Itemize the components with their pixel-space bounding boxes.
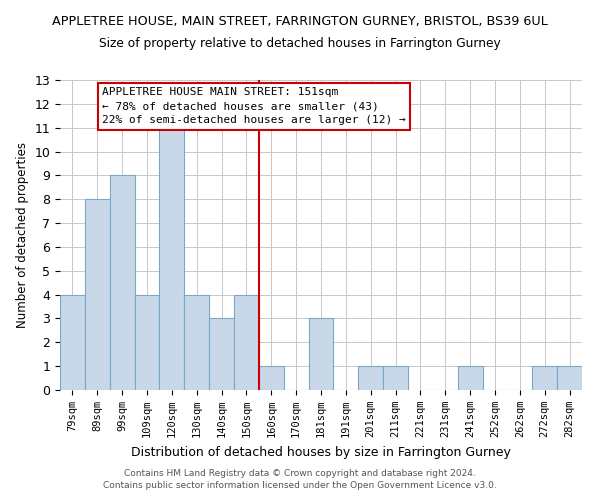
Bar [184,294,209,390]
Bar [134,294,160,390]
Bar [209,318,234,390]
Y-axis label: Number of detached properties: Number of detached properties [16,142,29,328]
X-axis label: Distribution of detached houses by size in Farrington Gurney: Distribution of detached houses by size … [131,446,511,458]
Bar [458,366,482,390]
Bar [160,128,184,390]
Bar [383,366,408,390]
Bar [308,318,334,390]
Bar [85,199,110,390]
Bar [557,366,582,390]
Text: Size of property relative to detached houses in Farrington Gurney: Size of property relative to detached ho… [99,38,501,51]
Bar [60,294,85,390]
Bar [234,294,259,390]
Bar [259,366,284,390]
Text: Contains HM Land Registry data © Crown copyright and database right 2024.: Contains HM Land Registry data © Crown c… [124,468,476,477]
Bar [532,366,557,390]
Text: APPLETREE HOUSE, MAIN STREET, FARRINGTON GURNEY, BRISTOL, BS39 6UL: APPLETREE HOUSE, MAIN STREET, FARRINGTON… [52,15,548,28]
Text: APPLETREE HOUSE MAIN STREET: 151sqm
← 78% of detached houses are smaller (43)
22: APPLETREE HOUSE MAIN STREET: 151sqm ← 78… [102,87,406,125]
Text: Contains public sector information licensed under the Open Government Licence v3: Contains public sector information licen… [103,481,497,490]
Bar [110,176,134,390]
Bar [358,366,383,390]
